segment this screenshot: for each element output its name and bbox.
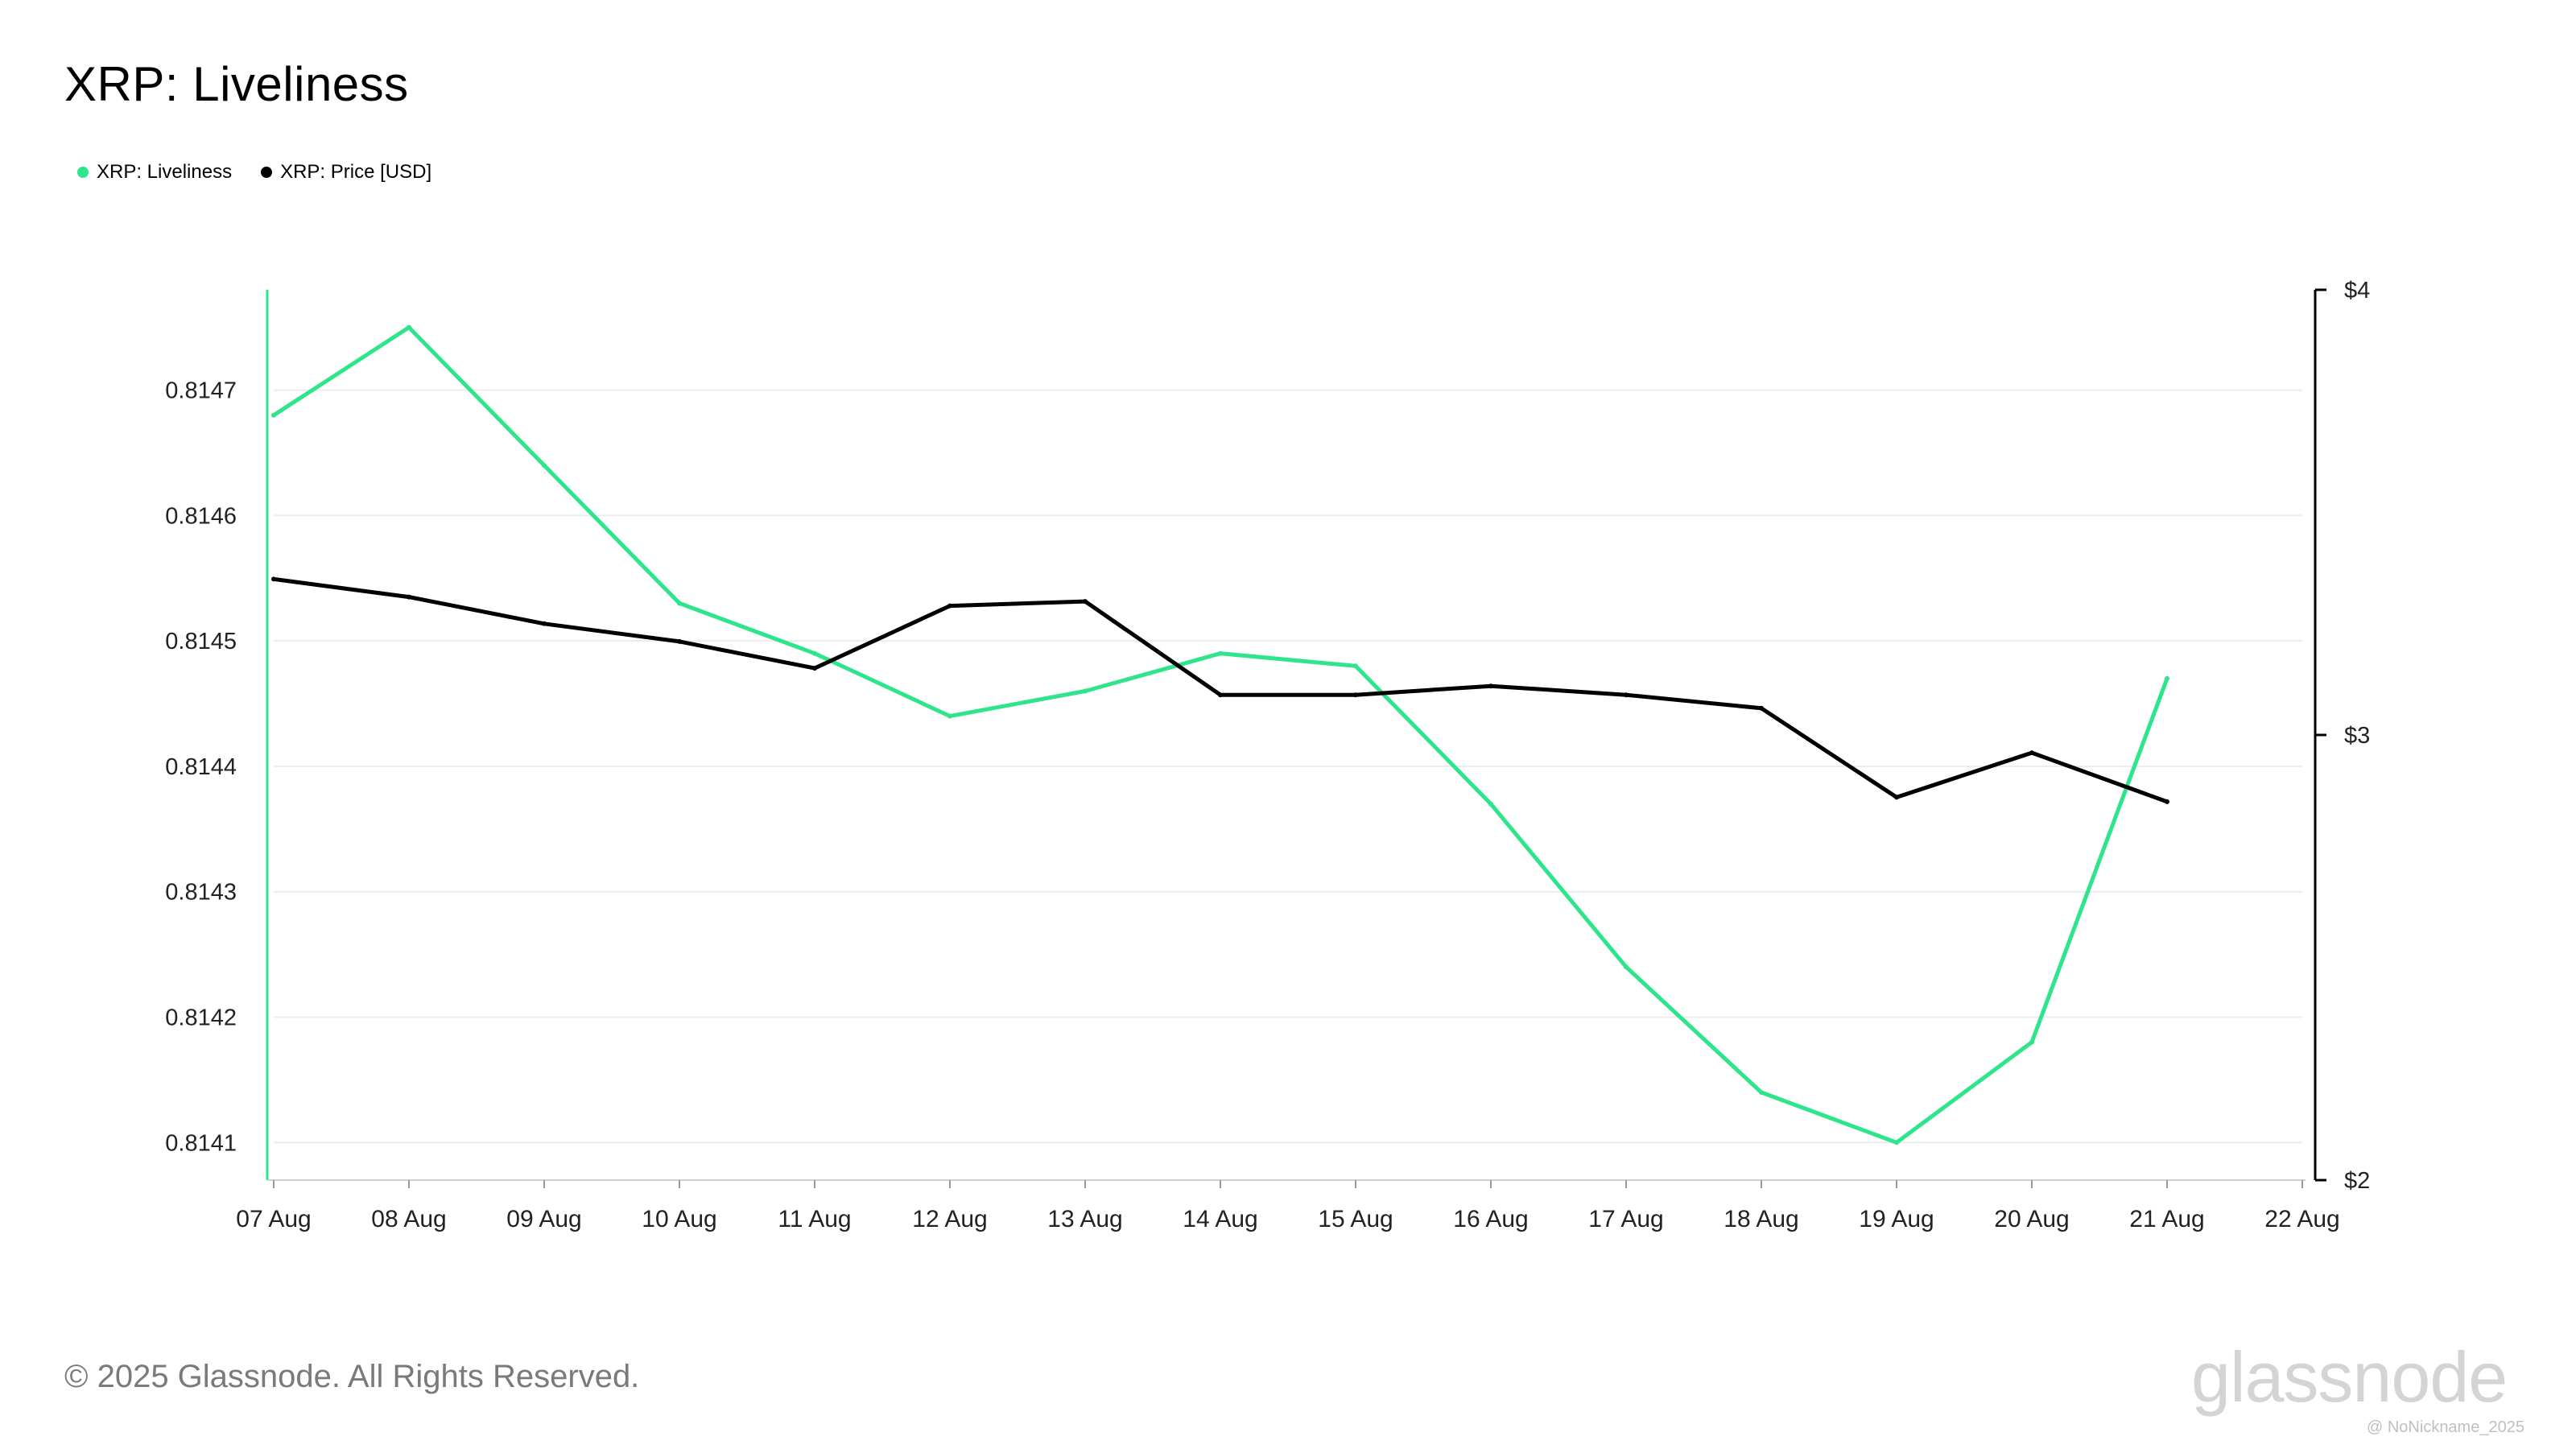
y-left-tick-label: 0.8144: [165, 754, 237, 780]
data-point-price[interactable]: [2029, 750, 2034, 756]
x-tick-label: 09 Aug: [506, 1206, 581, 1232]
grid-lines: [274, 389, 2302, 1144]
data-point-price[interactable]: [271, 576, 276, 582]
data-point-price[interactable]: [812, 666, 817, 671]
data-point-liveliness[interactable]: [1083, 688, 1088, 694]
y-right-tick-label: $4: [2344, 278, 2370, 303]
x-tick-label: 15 Aug: [1318, 1206, 1393, 1232]
legend-liveliness-marker: [77, 167, 89, 178]
data-point-price[interactable]: [947, 603, 952, 609]
x-tick-label: 12 Aug: [912, 1206, 987, 1232]
data-point-price[interactable]: [1353, 692, 1358, 698]
y-left-tick-label: 0.8141: [165, 1130, 237, 1156]
x-tick-label: 07 Aug: [236, 1206, 311, 1232]
data-point-liveliness[interactable]: [947, 713, 952, 719]
data-point-liveliness[interactable]: [1488, 801, 1493, 807]
data-point-liveliness[interactable]: [2029, 1039, 2034, 1045]
data-point-price[interactable]: [1488, 683, 1493, 689]
data-point-price[interactable]: [1083, 599, 1088, 605]
data-point-price[interactable]: [407, 594, 411, 600]
data-point-liveliness[interactable]: [1894, 1140, 1899, 1146]
y-left-tick-label: 0.8142: [165, 1005, 237, 1030]
y-left-tick-label: 0.8147: [165, 378, 237, 404]
data-point-liveliness[interactable]: [812, 650, 817, 656]
x-tick-label: 14 Aug: [1183, 1206, 1257, 1232]
legend-price-marker: [261, 167, 273, 178]
data-point-price[interactable]: [542, 621, 547, 626]
series-line-price[interactable]: [271, 576, 2169, 804]
x-tick-label: 08 Aug: [371, 1206, 446, 1232]
data-point-liveliness[interactable]: [1624, 964, 1629, 970]
x-tick-label: 13 Aug: [1047, 1206, 1122, 1232]
data-point-liveliness[interactable]: [542, 463, 547, 469]
y-right-tick-label: $2: [2344, 1168, 2370, 1194]
axis-labels: 0.8141 0.8142 0.8143 0.8144 0.8145 0.8146 0.81…: [165, 278, 2370, 1232]
data-point-liveliness[interactable]: [1759, 1090, 1764, 1095]
brand-logo: glassnode: [2191, 1337, 2508, 1417]
data-point-liveliness[interactable]: [407, 324, 411, 330]
data-point-liveliness[interactable]: [677, 601, 682, 606]
data-point-price[interactable]: [2165, 799, 2169, 804]
watermark-credit: @ NoNickname_2025: [2367, 1418, 2524, 1436]
axes: [266, 288, 2326, 1188]
legend-price-label: XRP: Price [USD]: [280, 161, 432, 183]
data-point-liveliness[interactable]: [1218, 650, 1223, 656]
data-point-price[interactable]: [1624, 692, 1629, 698]
series-line-liveliness[interactable]: [271, 325, 2169, 1145]
legend-item-price[interactable]: XRP: Price [USD]: [261, 161, 431, 184]
x-tick-label: 20 Aug: [1994, 1206, 2069, 1232]
legend-liveliness-label: XRP: Liveliness: [97, 161, 233, 183]
x-tick-label: 18 Aug: [1724, 1206, 1798, 1232]
data-point-liveliness[interactable]: [271, 412, 276, 418]
copyright-notice: © 2025 Glassnode. All Rights Reserved.: [64, 1359, 640, 1394]
y-left-tick-label: 0.8146: [165, 503, 237, 529]
data-point-price[interactable]: [1218, 692, 1223, 698]
data-point-price[interactable]: [1759, 705, 1764, 711]
x-tick-label: 16 Aug: [1453, 1206, 1528, 1232]
x-tick-label: 17 Aug: [1588, 1206, 1663, 1232]
x-tick-label: 19 Aug: [1859, 1206, 1934, 1232]
data-point-price[interactable]: [1894, 795, 1899, 800]
x-tick-label: 22 Aug: [2264, 1206, 2339, 1232]
legend-item-liveliness[interactable]: XRP: Liveliness: [77, 161, 232, 184]
x-tick-label: 11 Aug: [778, 1206, 851, 1232]
x-tick-label: 21 Aug: [2129, 1206, 2204, 1232]
x-tick-label: 10 Aug: [642, 1206, 716, 1232]
y-right-tick-label: $3: [2344, 723, 2370, 749]
data-point-price[interactable]: [677, 638, 682, 644]
series-layer: [271, 324, 2169, 1146]
data-point-liveliness[interactable]: [2165, 675, 2169, 681]
chart-title: XRP: Liveliness: [64, 57, 409, 111]
data-point-liveliness[interactable]: [1353, 663, 1358, 669]
y-left-tick-label: 0.8143: [165, 880, 237, 906]
legend: XRP: Liveliness XRP: Price [USD]: [77, 161, 431, 184]
y-left-tick-label: 0.8145: [165, 629, 237, 654]
